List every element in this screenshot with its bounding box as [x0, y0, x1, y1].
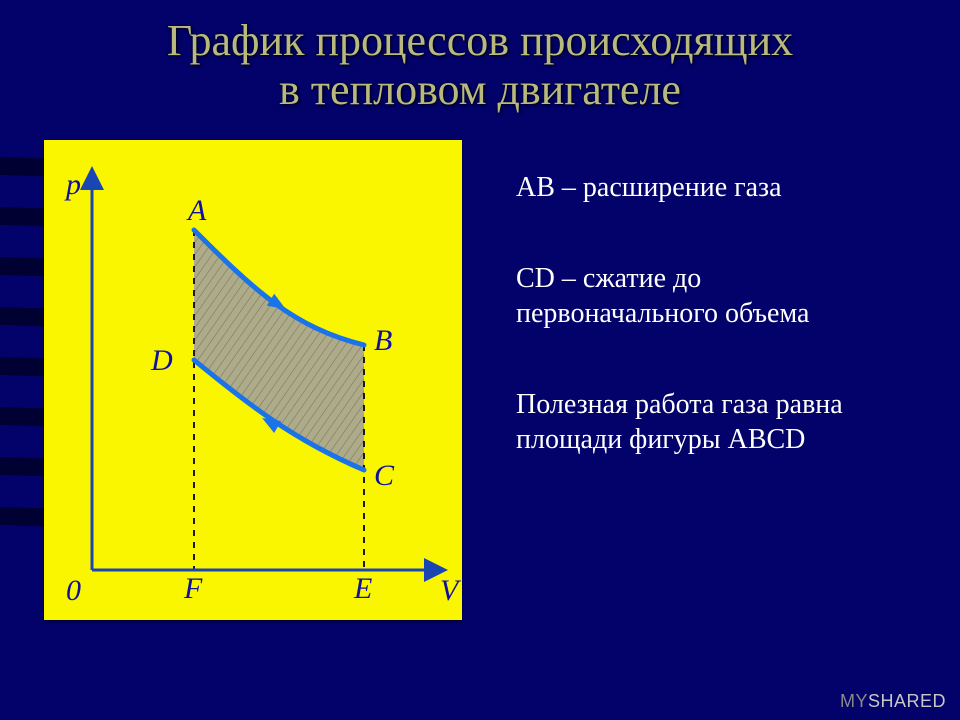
annotations: АВ – расширение газа СD – сжатие до перв… [516, 170, 936, 513]
annotation-work: Полезная работа газа равна площади фигур… [516, 387, 936, 457]
annotation-work-line1: Полезная работа газа равна [516, 389, 843, 420]
svg-text:B: B [374, 324, 392, 357]
annotation-ab: АВ – расширение газа [516, 170, 936, 205]
annotation-ab-text: АВ – расширение газа [516, 172, 782, 203]
slide-title: График процессов происходящих в тепловом… [0, 16, 960, 115]
pv-diagram-card: p V 0 A B C D E F [44, 140, 462, 620]
annotation-cd-line1: СD – сжатие до [516, 263, 701, 294]
svg-text:F: F [183, 572, 203, 605]
title-line-2: в тепловом двигателе [279, 65, 681, 114]
svg-text:C: C [374, 459, 395, 492]
svg-text:V: V [440, 574, 462, 607]
svg-text:A: A [186, 194, 207, 227]
watermark-my: MY [840, 691, 868, 711]
svg-text:E: E [353, 572, 372, 605]
watermark-shared: SHARED [868, 691, 946, 711]
annotation-cd-line2: первоначального объема [516, 298, 809, 329]
slide-root: График процессов происходящих в тепловом… [0, 0, 960, 720]
svg-text:0: 0 [66, 574, 81, 607]
annotation-work-line2: площади фигуры АВСD [516, 424, 805, 455]
svg-text:p: p [64, 168, 81, 201]
title-line-1: График процессов происходящих [167, 16, 793, 65]
svg-text:D: D [150, 344, 173, 377]
pv-diagram-svg: p V 0 A B C D E F [44, 140, 462, 620]
watermark: MYSHARED [840, 691, 946, 712]
annotation-cd: СD – сжатие до первоначального объема [516, 261, 936, 331]
